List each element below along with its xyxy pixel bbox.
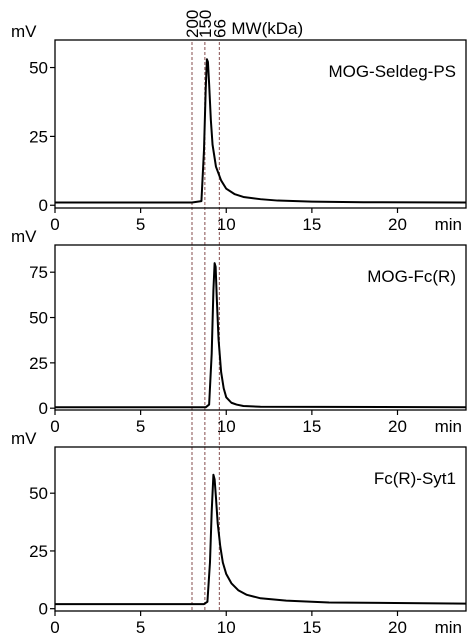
plot-frame	[54, 446, 467, 612]
mw-axis-label: MW(kDa)	[231, 19, 303, 38]
y-tick-label: 50	[29, 309, 48, 328]
panel-title: MOG-Seldeg-PS	[328, 62, 456, 81]
x-tick-label: 15	[302, 215, 321, 234]
chromatogram-trace	[55, 473, 467, 606]
y-tick-label: 50	[29, 59, 48, 78]
chromatogram-trace	[55, 262, 467, 409]
x-tick-label: 20	[388, 215, 407, 234]
x-tick-label: 0	[50, 215, 59, 234]
y-tick-label: 25	[29, 127, 48, 146]
mw-marker-label: 66	[210, 19, 229, 38]
x-tick-label: 5	[136, 417, 145, 436]
y-tick-label: 0	[39, 399, 48, 418]
y-tick-label: 25	[29, 542, 48, 561]
x-tick-label: 5	[136, 215, 145, 234]
y-axis-unit: mV	[11, 22, 37, 41]
panel-3: 0 25 50 0 5 10 15 20 mV min Fc(R)-Syt1	[11, 429, 467, 637]
plot-frame	[54, 39, 467, 209]
plot-frame	[54, 244, 467, 411]
panel-1: 0 25 50 0 5 10 15 20 mV min MOG-Seldeg-PS	[11, 22, 467, 234]
x-tick-label: 10	[217, 417, 236, 436]
y-tick-label: 25	[29, 354, 48, 373]
x-tick-label: 10	[217, 215, 236, 234]
mw-marker-label: 150	[196, 10, 215, 38]
x-axis-unit: min	[435, 215, 462, 234]
x-axis-unit: min	[435, 417, 462, 436]
panel-title: Fc(R)-Syt1	[374, 469, 456, 488]
y-axis-unit: mV	[11, 429, 37, 448]
y-axis-unit: mV	[11, 227, 37, 246]
x-tick-label: 0	[50, 417, 59, 436]
x-tick-label: 15	[302, 417, 321, 436]
x-tick-label: 10	[217, 618, 236, 637]
y-tick-label: 0	[39, 600, 48, 619]
x-tick-label: 0	[50, 618, 59, 637]
x-tick-label: 20	[388, 618, 407, 637]
panel-title: MOG-Fc(R)	[367, 267, 456, 286]
x-axis-unit: min	[435, 618, 462, 637]
y-tick-label: 0	[39, 196, 48, 215]
y-tick-label: 50	[29, 484, 48, 503]
chromatogram-trace	[55, 58, 467, 204]
x-tick-label: 15	[302, 618, 321, 637]
y-tick-label: 75	[29, 263, 48, 282]
x-tick-label: 20	[388, 417, 407, 436]
mw-marker-label: 200	[183, 10, 202, 38]
panel-2: 0 25 50 75 0 5 10 15 20 mV min MOG-Fc(R)	[11, 227, 467, 436]
x-tick-label: 5	[136, 618, 145, 637]
